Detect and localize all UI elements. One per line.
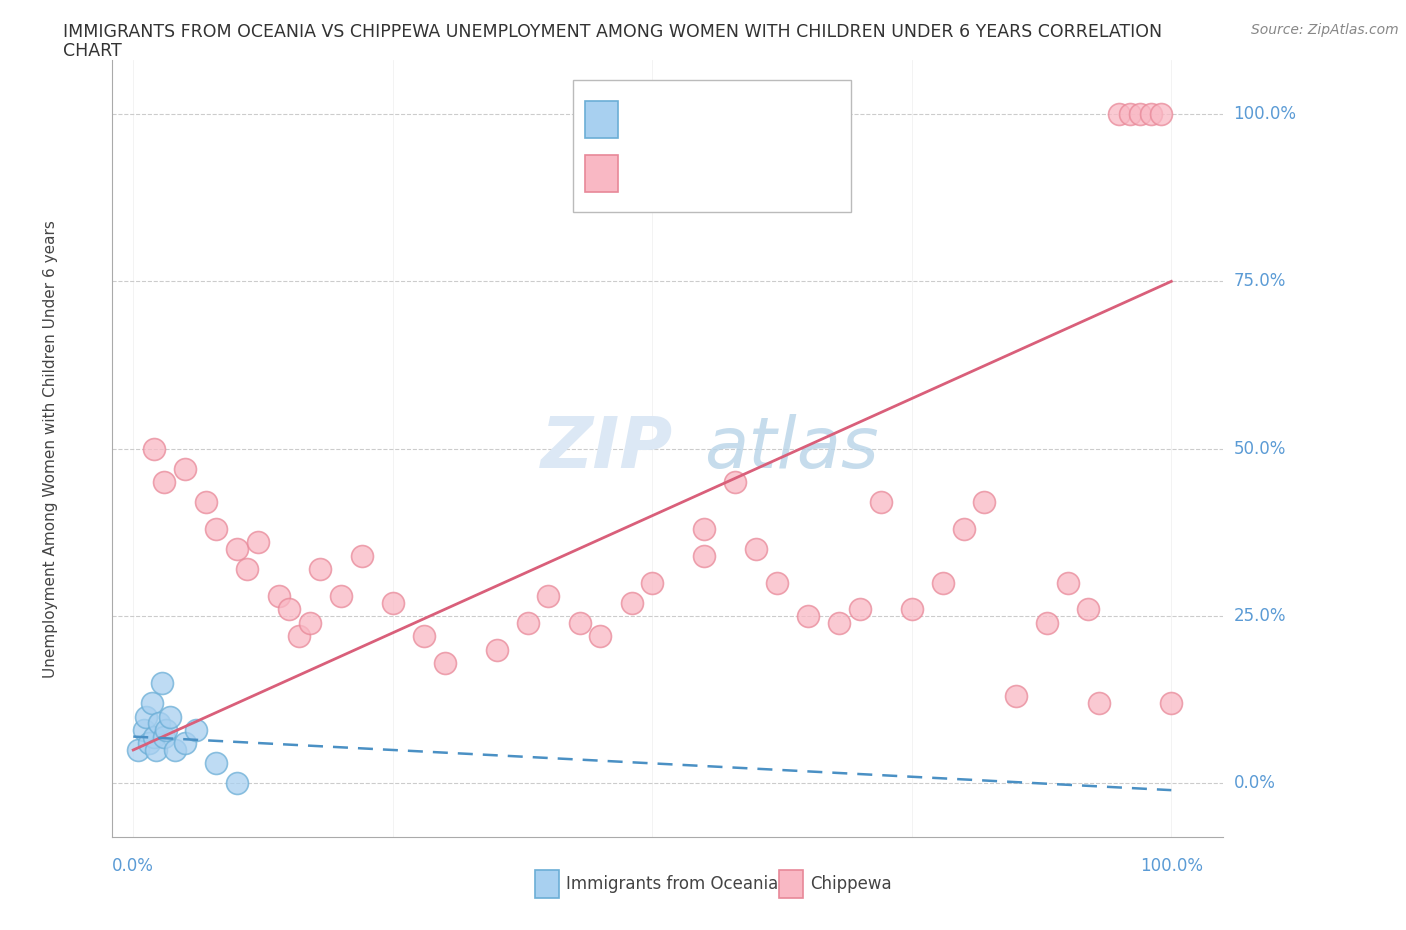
Point	[150, 675, 173, 690]
Point	[159, 709, 181, 724]
Point	[288, 629, 311, 644]
Point	[163, 742, 186, 757]
Bar	[585, 100, 617, 138]
Point	[849, 602, 872, 617]
Point	[1139, 107, 1161, 122]
Text: 50: 50	[768, 166, 793, 183]
Point	[828, 616, 851, 631]
Text: 0.0%: 0.0%	[112, 857, 155, 875]
Point	[693, 522, 716, 537]
Point	[1160, 696, 1182, 711]
Point	[246, 535, 269, 550]
Text: ZIP: ZIP	[541, 414, 673, 484]
Text: Immigrants from Oceania: Immigrants from Oceania	[565, 874, 778, 893]
Text: R =: R =	[627, 112, 666, 129]
Point	[298, 616, 321, 631]
Point	[145, 742, 167, 757]
Point	[226, 541, 249, 556]
Text: 50.0%: 50.0%	[1233, 440, 1286, 458]
Point	[153, 729, 176, 744]
Point	[485, 642, 508, 657]
Point	[724, 474, 747, 489]
Point	[589, 629, 612, 644]
Point	[205, 756, 228, 771]
Point	[973, 495, 995, 510]
Text: IMMIGRANTS FROM OCEANIA VS CHIPPEWA UNEMPLOYMENT AMONG WOMEN WITH CHILDREN UNDER: IMMIGRANTS FROM OCEANIA VS CHIPPEWA UNEM…	[63, 23, 1163, 41]
Point	[1129, 107, 1152, 122]
Point	[433, 656, 456, 671]
Text: 75.0%: 75.0%	[1233, 272, 1286, 290]
Point	[1150, 107, 1173, 122]
Text: CHART: CHART	[63, 42, 122, 60]
Point	[537, 589, 560, 604]
Point	[1087, 696, 1109, 711]
Point	[901, 602, 924, 617]
Point	[412, 629, 434, 644]
Point	[194, 495, 217, 510]
Point	[1077, 602, 1099, 617]
Point	[135, 709, 157, 724]
Text: 17: 17	[768, 112, 799, 129]
Text: Source: ZipAtlas.com: Source: ZipAtlas.com	[1251, 23, 1399, 37]
Point	[869, 495, 891, 510]
Point	[143, 729, 166, 744]
Point	[693, 549, 716, 564]
Point	[153, 474, 176, 489]
Point	[745, 541, 768, 556]
Text: 0.0%: 0.0%	[1233, 775, 1275, 792]
Point	[1108, 107, 1130, 122]
Bar	[779, 870, 803, 897]
Text: Unemployment Among Women with Children Under 6 years: Unemployment Among Women with Children U…	[42, 219, 58, 678]
Text: N =: N =	[728, 112, 769, 129]
Point	[226, 776, 249, 790]
Point	[1056, 575, 1078, 590]
Point	[932, 575, 955, 590]
Point	[132, 723, 155, 737]
Text: Chippewa: Chippewa	[810, 874, 891, 893]
Text: N =: N =	[728, 166, 769, 183]
Point	[174, 736, 197, 751]
Text: atlas: atlas	[704, 414, 879, 484]
Point	[952, 522, 974, 537]
Point	[381, 595, 404, 610]
Point	[267, 589, 290, 604]
Bar	[534, 870, 560, 897]
Point	[309, 562, 332, 577]
Point	[1004, 689, 1026, 704]
Point	[184, 723, 207, 737]
FancyBboxPatch shape	[574, 80, 851, 212]
Point	[641, 575, 664, 590]
Text: R =: R =	[627, 166, 666, 183]
Point	[174, 461, 197, 476]
Bar	[585, 155, 617, 193]
Point	[143, 442, 166, 457]
Point	[278, 602, 301, 617]
Point	[155, 723, 177, 737]
Text: 0.643: 0.643	[665, 166, 728, 183]
Point	[329, 589, 352, 604]
Point	[620, 595, 643, 610]
Point	[516, 616, 538, 631]
Point	[148, 716, 170, 731]
Point	[568, 616, 591, 631]
Point	[350, 549, 373, 564]
Text: 100.0%: 100.0%	[1140, 857, 1202, 875]
Point	[127, 742, 149, 757]
Point	[797, 608, 820, 623]
Point	[138, 736, 160, 751]
Text: -0.091: -0.091	[665, 112, 730, 129]
Point	[141, 696, 163, 711]
Point	[1119, 107, 1142, 122]
Point	[236, 562, 259, 577]
Text: 25.0%: 25.0%	[1233, 607, 1286, 625]
Point	[205, 522, 228, 537]
Point	[1035, 616, 1057, 631]
Text: 100.0%: 100.0%	[1233, 105, 1296, 123]
Point	[766, 575, 789, 590]
